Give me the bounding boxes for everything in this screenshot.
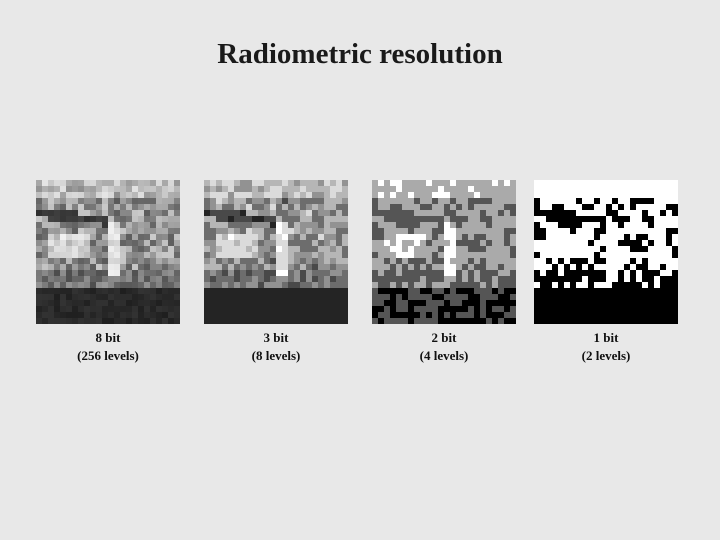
caption-3bit-levels: (8 levels) (251, 348, 301, 363)
panel-3bit: 3 bit (8 levels) (204, 180, 348, 365)
slide-title: Radiometric resolution (217, 38, 503, 70)
caption-8bit-label: 8 bit (95, 330, 121, 345)
caption-2bit-levels: (4 levels) (419, 348, 469, 363)
caption-2bit-label: 2 bit (431, 330, 457, 345)
image-2bit (372, 180, 516, 324)
caption-8bit-levels: (256 levels) (77, 348, 139, 363)
panel-8bit: 8 bit (256 levels) (36, 180, 180, 365)
caption-1bit: 1 bit (2 levels) (534, 329, 678, 365)
caption-2bit: 2 bit (4 levels) (372, 329, 516, 365)
caption-8bit: 8 bit (256 levels) (36, 329, 180, 365)
caption-1bit-levels: (2 levels) (581, 348, 631, 363)
image-1bit (534, 180, 678, 324)
caption-1bit-label: 1 bit (593, 330, 619, 345)
image-3bit (204, 180, 348, 324)
caption-3bit: 3 bit (8 levels) (204, 329, 348, 365)
caption-3bit-label: 3 bit (263, 330, 289, 345)
image-8bit (36, 180, 180, 324)
panel-1bit: 1 bit (2 levels) (534, 180, 678, 365)
panel-2bit: 2 bit (4 levels) (372, 180, 516, 365)
